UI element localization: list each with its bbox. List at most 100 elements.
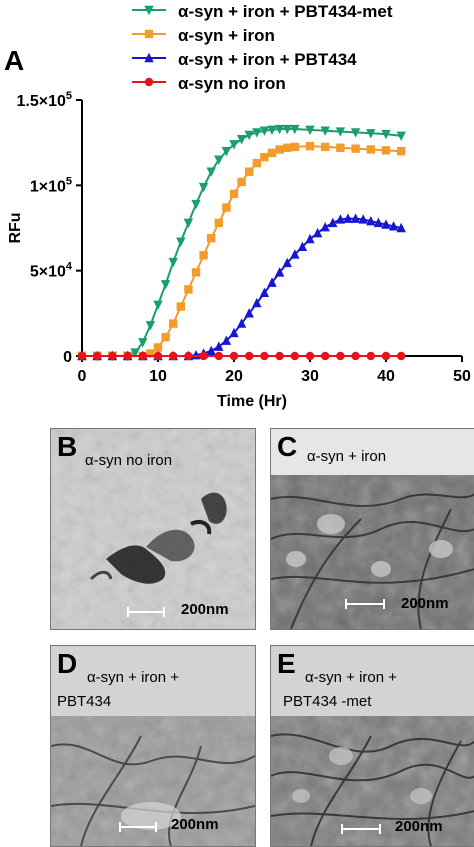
- data-point: [290, 124, 300, 135]
- panel-label-e: E: [277, 648, 296, 679]
- data-point: [244, 130, 254, 141]
- panel-e-caption-line-1: α-syn + iron +: [305, 669, 398, 686]
- data-point: [259, 287, 270, 298]
- scale-bar-c: [345, 599, 385, 609]
- data-point: [366, 145, 375, 154]
- data-point: [229, 327, 239, 338]
- data-point: [290, 351, 299, 361]
- data-point: [229, 351, 239, 361]
- legend-entry: α-syn + iron + PBT434: [132, 50, 357, 69]
- panel-c-caption-line-1: α-syn + iron: [307, 448, 387, 465]
- data-point: [366, 129, 376, 139]
- legend-marker: [144, 77, 154, 87]
- data-point: [153, 343, 163, 352]
- panel-d-caption-line-1: α-syn + iron +: [87, 669, 180, 686]
- scale-bar-b: [127, 607, 165, 617]
- legend-label: α-syn + iron + PBT434-met: [178, 2, 393, 21]
- data-point: [222, 203, 231, 212]
- data-point: [183, 218, 194, 229]
- data-point: [321, 142, 330, 152]
- data-point: [169, 351, 178, 361]
- data-point: [169, 319, 178, 328]
- data-point: [214, 351, 223, 361]
- data-point: [221, 147, 232, 157]
- data-point: [275, 351, 284, 361]
- micrograph-panel-b: B α-syn no iron 200nm: [50, 428, 256, 630]
- data-point: [388, 221, 399, 231]
- data-point: [274, 267, 285, 277]
- data-point: [214, 341, 224, 351]
- data-point: [274, 124, 285, 135]
- data-point: [267, 125, 277, 136]
- y-tick-label: 5×104: [30, 261, 73, 281]
- data-point: [282, 257, 292, 268]
- data-point: [206, 345, 216, 356]
- data-point: [168, 257, 178, 268]
- data-point: [381, 129, 391, 140]
- data-point: [146, 349, 155, 358]
- data-point: [214, 218, 223, 228]
- panel-label-d: D: [57, 648, 78, 679]
- data-point: [321, 351, 330, 361]
- y-tick-label: 1×105: [30, 175, 72, 195]
- data-point: [373, 217, 384, 228]
- data-point: [252, 128, 262, 138]
- data-point: [305, 233, 315, 244]
- panel-e-caption-line-2: PBT434 -met: [283, 693, 372, 710]
- x-tick-label: 40: [377, 368, 395, 385]
- data-point: [207, 234, 216, 243]
- data-point: [123, 351, 132, 361]
- data-point: [260, 351, 269, 361]
- scale-label-d: 200nm: [171, 816, 219, 833]
- data-point: [221, 335, 232, 345]
- data-point: [236, 318, 247, 328]
- scale-label-c: 200nm: [401, 595, 449, 612]
- data-point: [259, 126, 270, 136]
- panel-e-caption-band: [271, 646, 474, 716]
- data-point: [184, 351, 193, 361]
- x-tick-label: 0: [78, 368, 87, 385]
- x-tick-label: 30: [301, 368, 319, 385]
- legend-label: α-syn no iron: [178, 74, 286, 93]
- data-point: [320, 221, 330, 232]
- data-point: [206, 167, 216, 177]
- data-point: [297, 241, 308, 251]
- legend-entry: α-syn + iron + PBT434-met: [132, 2, 393, 21]
- data-point: [252, 297, 262, 308]
- x-tick-label: 10: [149, 368, 167, 385]
- data-point: [350, 128, 361, 138]
- panel-b-caption-line-1: α-syn no iron: [85, 452, 173, 469]
- data-point: [260, 152, 269, 162]
- data-point: [381, 146, 391, 155]
- data-point: [275, 145, 284, 154]
- data-point: [397, 351, 406, 361]
- data-point: [350, 213, 361, 223]
- data-point: [336, 351, 345, 361]
- data-point: [77, 351, 87, 361]
- data-point: [153, 300, 163, 310]
- data-point: [351, 144, 360, 153]
- scale-label-e: 200nm: [395, 818, 443, 835]
- data-point: [191, 199, 201, 210]
- data-point: [138, 338, 148, 348]
- data-point: [305, 351, 315, 361]
- data-point: [267, 148, 277, 158]
- data-point: [290, 249, 300, 259]
- series-line: [82, 217, 402, 357]
- data-point: [176, 302, 185, 311]
- legend-entry: α-syn no iron: [132, 74, 286, 93]
- panel-c-caption-band: [271, 429, 474, 475]
- x-tick-label: 50: [453, 368, 471, 385]
- data-point: [351, 351, 360, 361]
- panel-label-a: A: [4, 45, 24, 76]
- data-point: [229, 140, 239, 150]
- legend-marker: [144, 29, 154, 39]
- data-point: [381, 351, 391, 361]
- y-tick-label: 0: [63, 349, 72, 366]
- scale-bar-d: [119, 822, 157, 832]
- data-point: [381, 219, 391, 229]
- data-point: [267, 277, 277, 287]
- data-point: [245, 351, 254, 361]
- data-point: [161, 333, 170, 342]
- data-point: [290, 142, 299, 152]
